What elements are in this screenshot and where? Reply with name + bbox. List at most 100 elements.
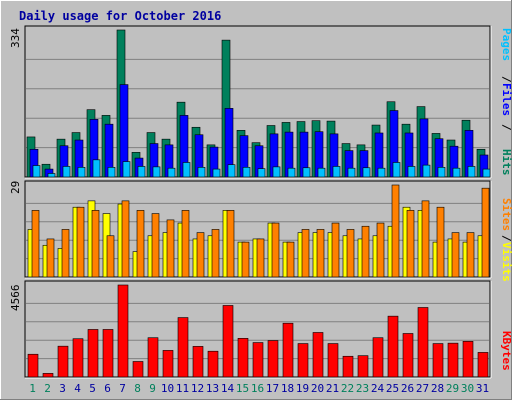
legend-slash-2: /	[500, 76, 512, 83]
pages-bar-17	[272, 166, 281, 178]
pages-bar-13	[212, 168, 221, 178]
kbytes-bar-10	[162, 350, 174, 378]
pages-bar-27	[422, 164, 431, 178]
bottom-ymax-label: 4566	[9, 285, 22, 312]
legend-hits: Hits	[500, 149, 512, 176]
x-label-day-2: 2	[44, 382, 51, 395]
x-label-day-17: 17	[266, 382, 279, 395]
kbytes-bar-1	[27, 353, 39, 378]
sites-bar-21	[331, 222, 340, 278]
svg-text:/: /	[500, 76, 512, 83]
sites-bar-18	[286, 241, 295, 278]
x-label-day-9: 9	[149, 382, 156, 395]
sites-bar-24	[376, 222, 385, 278]
x-label-day-18: 18	[281, 382, 294, 395]
pages-bar-4	[77, 167, 86, 178]
kbytes-bar-4	[72, 338, 84, 378]
x-label-day-27: 27	[416, 382, 429, 395]
x-label-day-10: 10	[161, 382, 174, 395]
x-label-day-3: 3	[59, 382, 66, 395]
pages-bar-6	[107, 167, 116, 178]
sites-bar-10	[166, 219, 175, 278]
kbytes-bar-14	[222, 305, 234, 378]
sites-bar-17	[271, 222, 280, 278]
pages-bar-30	[467, 166, 476, 178]
sites-bar-5	[91, 210, 100, 278]
x-label-day-4: 4	[74, 382, 81, 395]
kbytes-bar-19	[297, 343, 309, 378]
pages-bar-8	[137, 166, 146, 178]
sites-bar-2	[46, 238, 55, 278]
sites-bar-23	[361, 225, 370, 278]
pages-bar-28	[437, 167, 446, 178]
kbytes-bar-3	[57, 345, 69, 378]
pages-bar-24	[377, 167, 386, 178]
svg-text:Files: Files	[500, 83, 512, 116]
svg-text:/: /	[500, 124, 512, 131]
sites-bar-9	[151, 213, 160, 278]
middle-ymax-label: 29	[9, 181, 22, 194]
kbytes-bar-15	[237, 338, 249, 378]
kbytes-bar-9	[147, 337, 159, 378]
sites-bar-22	[346, 229, 355, 278]
kbytes-bar-31	[477, 352, 489, 378]
pages-bar-19	[302, 167, 311, 178]
x-label-day-6: 6	[104, 382, 111, 395]
x-label-day-25: 25	[386, 382, 399, 395]
x-label-day-19: 19	[296, 382, 309, 395]
pages-bar-11	[182, 162, 191, 178]
legend-slash-1: /	[500, 124, 512, 131]
pages-bar-5	[92, 159, 101, 178]
chart-title: Daily usage for October 2016	[19, 9, 221, 23]
legend-files: Files	[500, 83, 512, 116]
sites-bar-13	[211, 229, 220, 278]
x-label-day-24: 24	[371, 382, 385, 395]
kbytes-bar-18	[282, 322, 294, 378]
x-label-day-30: 30	[461, 382, 474, 395]
sites-bar-3	[61, 229, 70, 278]
pages-bar-18	[287, 167, 296, 178]
pages-bar-14	[227, 164, 236, 178]
kbytes-bar-6	[102, 329, 114, 378]
legend-sites: Sites	[500, 198, 512, 231]
kbytes-bar-20	[312, 332, 324, 378]
sites-bar-29	[451, 232, 460, 278]
pages-bar-2	[47, 173, 56, 178]
sites-bar-7	[121, 200, 130, 278]
kbytes-bar-24	[372, 337, 384, 378]
sites-bar-30	[466, 232, 475, 278]
kbytes-bar-23	[357, 355, 369, 378]
kbytes-bar-2	[42, 373, 54, 378]
legend-slash-3: /	[500, 235, 512, 242]
kbytes-bar-12	[192, 346, 204, 378]
x-label-day-12: 12	[191, 382, 204, 395]
kbytes-bar-11	[177, 317, 189, 378]
x-label-day-5: 5	[89, 382, 96, 395]
kbytes-bar-21	[327, 343, 339, 378]
sites-bar-12	[196, 232, 205, 278]
sites-bar-26	[406, 210, 415, 278]
pages-bar-1	[32, 165, 41, 178]
x-label-day-23: 23	[356, 382, 369, 395]
sites-bar-19	[301, 229, 310, 278]
x-label-day-7: 7	[119, 382, 126, 395]
x-label-day-13: 13	[206, 382, 219, 395]
x-label-day-8: 8	[134, 382, 141, 395]
sites-bar-8	[136, 210, 145, 278]
x-label-day-31: 31	[476, 382, 489, 395]
sites-bar-6	[106, 235, 115, 278]
x-label-day-11: 11	[176, 382, 189, 395]
pages-bar-23	[362, 167, 371, 178]
x-label-day-26: 26	[401, 382, 414, 395]
sites-bar-20	[316, 229, 325, 278]
sites-bar-28	[436, 206, 445, 278]
middle-legend: Visits / Sites	[500, 198, 512, 282]
pages-bar-22	[347, 167, 356, 178]
legend-visits: Visits	[500, 242, 512, 282]
top-legend: Hits / Files / Pages	[500, 28, 512, 176]
x-label-day-14: 14	[221, 382, 235, 395]
legend-pages: Pages	[500, 28, 512, 61]
panel-frames	[24, 25, 492, 379]
legend-kbytes: KBytes	[500, 331, 512, 371]
x-label-day-29: 29	[446, 382, 459, 395]
